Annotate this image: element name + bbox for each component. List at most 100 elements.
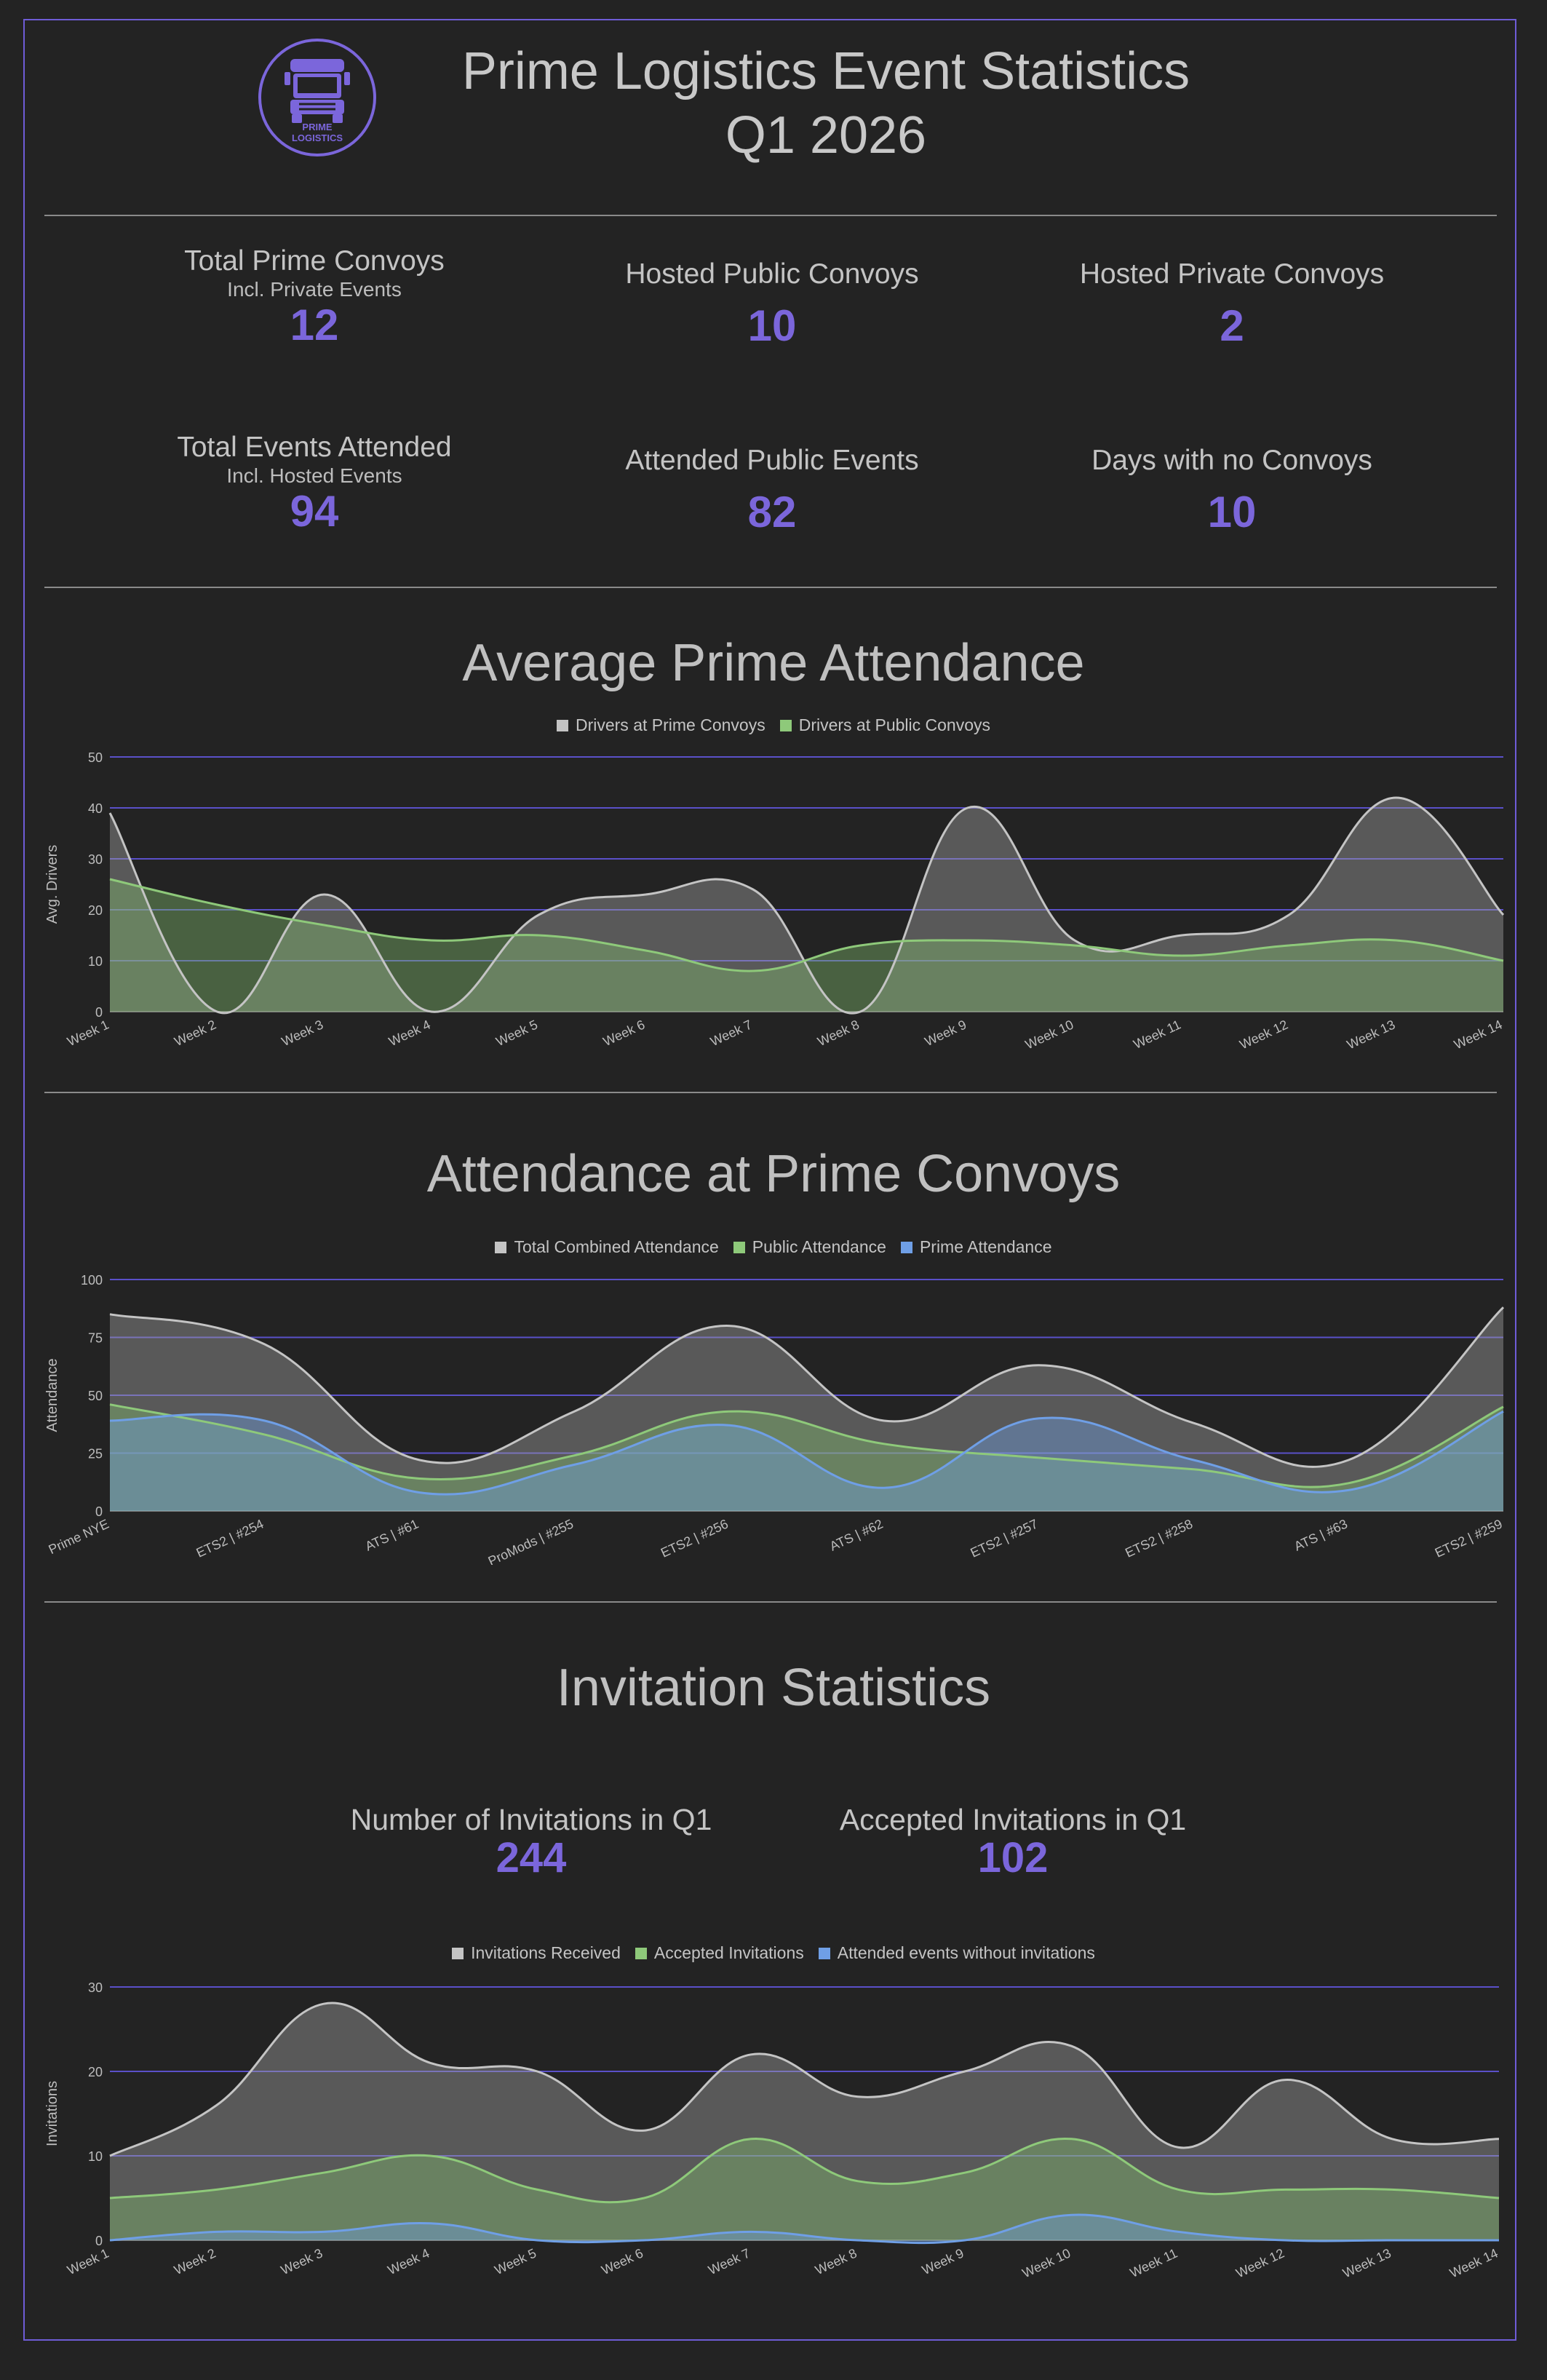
- data-point-drivers-at-prime-convoys[interactable]: [537, 913, 540, 916]
- data-point-public-attendance[interactable]: [1038, 1456, 1041, 1459]
- data-point-public-attendance[interactable]: [1347, 1482, 1350, 1485]
- legend-item-prime-attendance[interactable]: Prime Attendance: [900, 1237, 1052, 1257]
- data-point-total-combined-attendance[interactable]: [728, 1325, 731, 1328]
- data-point-attended-events-without-invitations[interactable]: [322, 2230, 325, 2233]
- data-point-attended-events-without-invitations[interactable]: [429, 2222, 432, 2225]
- data-point-drivers-at-prime-convoys[interactable]: [1073, 939, 1076, 942]
- data-point-prime-attendance[interactable]: [1502, 1410, 1505, 1413]
- data-point-public-attendance[interactable]: [1502, 1405, 1505, 1408]
- data-point-public-attendance[interactable]: [108, 1403, 111, 1406]
- data-point-accepted-invitations[interactable]: [429, 2154, 432, 2157]
- data-point-drivers-at-public-convoys[interactable]: [859, 944, 862, 947]
- data-point-total-combined-attendance[interactable]: [418, 1459, 421, 1461]
- data-point-invitations-received[interactable]: [1391, 2138, 1393, 2141]
- data-point-drivers-at-prime-convoys[interactable]: [645, 893, 648, 896]
- data-point-invitations-received[interactable]: [1070, 2044, 1073, 2047]
- data-point-invitations-received[interactable]: [749, 2053, 752, 2056]
- data-point-total-combined-attendance[interactable]: [1038, 1364, 1041, 1367]
- data-point-drivers-at-public-convoys[interactable]: [645, 949, 648, 952]
- data-point-total-combined-attendance[interactable]: [263, 1343, 266, 1346]
- data-point-total-combined-attendance[interactable]: [1192, 1421, 1195, 1424]
- data-point-drivers-at-public-convoys[interactable]: [323, 924, 326, 927]
- data-point-total-combined-attendance[interactable]: [883, 1419, 886, 1422]
- data-point-attended-events-without-invitations[interactable]: [1498, 2239, 1500, 2242]
- data-point-prime-attendance[interactable]: [418, 1491, 421, 1494]
- data-point-attended-events-without-invitations[interactable]: [963, 2239, 966, 2242]
- data-point-prime-attendance[interactable]: [1192, 1459, 1195, 1461]
- data-point-public-attendance[interactable]: [573, 1454, 576, 1457]
- data-point-attended-events-without-invitations[interactable]: [856, 2239, 859, 2242]
- data-point-public-attendance[interactable]: [418, 1477, 421, 1480]
- data-point-invitations-received[interactable]: [215, 2103, 218, 2106]
- data-point-accepted-invitations[interactable]: [1391, 2188, 1393, 2191]
- data-point-drivers-at-public-convoys[interactable]: [752, 969, 755, 972]
- data-point-drivers-at-public-convoys[interactable]: [430, 939, 433, 942]
- data-point-public-attendance[interactable]: [883, 1443, 886, 1445]
- data-point-drivers-at-prime-convoys[interactable]: [108, 812, 111, 814]
- data-point-attended-events-without-invitations[interactable]: [1177, 2230, 1180, 2233]
- legend-item-drivers-at-public-convoys[interactable]: Drivers at Public Convoys: [779, 715, 990, 735]
- data-point-accepted-invitations[interactable]: [536, 2188, 538, 2191]
- data-point-accepted-invitations[interactable]: [1284, 2188, 1286, 2191]
- data-point-drivers-at-prime-convoys[interactable]: [215, 1010, 218, 1013]
- data-point-attended-events-without-invitations[interactable]: [1284, 2239, 1286, 2242]
- data-point-invitations-received[interactable]: [1284, 2079, 1286, 2082]
- data-point-drivers-at-prime-convoys[interactable]: [1287, 913, 1290, 916]
- data-point-drivers-at-public-convoys[interactable]: [1287, 944, 1290, 947]
- data-point-drivers-at-prime-convoys[interactable]: [752, 888, 755, 891]
- legend-item-invitations-received[interactable]: Invitations Received: [452, 1943, 621, 1963]
- data-point-invitations-received[interactable]: [536, 2070, 538, 2073]
- legend-item-total-combined-attendance[interactable]: Total Combined Attendance: [495, 1237, 719, 1257]
- data-point-drivers-at-prime-convoys[interactable]: [1502, 913, 1505, 916]
- data-point-drivers-at-public-convoys[interactable]: [108, 878, 111, 881]
- data-point-invitations-received[interactable]: [322, 2002, 325, 2005]
- data-point-attended-events-without-invitations[interactable]: [1391, 2239, 1393, 2242]
- legend-item-drivers-at-prime-convoys[interactable]: Drivers at Prime Convoys: [556, 715, 765, 735]
- data-point-invitations-received[interactable]: [1177, 2146, 1180, 2149]
- legend-item-accepted-invitations[interactable]: Accepted Invitations: [635, 1943, 804, 1963]
- data-point-invitations-received[interactable]: [856, 2095, 859, 2098]
- data-point-drivers-at-prime-convoys[interactable]: [430, 1010, 433, 1013]
- data-point-drivers-at-public-convoys[interactable]: [1073, 944, 1076, 947]
- data-point-prime-attendance[interactable]: [1038, 1417, 1041, 1420]
- data-point-prime-attendance[interactable]: [573, 1463, 576, 1466]
- data-point-attended-events-without-invitations[interactable]: [1070, 2213, 1073, 2216]
- data-point-accepted-invitations[interactable]: [215, 2188, 218, 2191]
- data-point-total-combined-attendance[interactable]: [108, 1313, 111, 1316]
- data-point-accepted-invitations[interactable]: [1070, 2138, 1073, 2141]
- data-point-prime-attendance[interactable]: [883, 1486, 886, 1489]
- data-point-drivers-at-prime-convoys[interactable]: [859, 1010, 862, 1013]
- data-point-invitations-received[interactable]: [108, 2154, 111, 2157]
- data-point-drivers-at-prime-convoys[interactable]: [966, 806, 969, 809]
- data-point-invitations-received[interactable]: [1498, 2138, 1500, 2141]
- data-point-invitations-received[interactable]: [429, 2061, 432, 2064]
- data-point-attended-events-without-invitations[interactable]: [749, 2230, 752, 2233]
- data-point-accepted-invitations[interactable]: [643, 2197, 645, 2199]
- data-point-accepted-invitations[interactable]: [856, 2180, 859, 2183]
- data-point-public-attendance[interactable]: [263, 1433, 266, 1436]
- data-point-attended-events-without-invitations[interactable]: [215, 2230, 218, 2233]
- data-point-accepted-invitations[interactable]: [963, 2171, 966, 2174]
- data-point-prime-attendance[interactable]: [1347, 1488, 1350, 1491]
- data-point-total-combined-attendance[interactable]: [1502, 1306, 1505, 1309]
- data-point-invitations-received[interactable]: [963, 2070, 966, 2073]
- legend-item-public-attendance[interactable]: Public Attendance: [733, 1237, 886, 1257]
- data-point-attended-events-without-invitations[interactable]: [108, 2239, 111, 2242]
- data-point-prime-attendance[interactable]: [263, 1419, 266, 1422]
- data-point-drivers-at-public-convoys[interactable]: [1395, 939, 1398, 942]
- data-point-drivers-at-prime-convoys[interactable]: [1395, 796, 1398, 799]
- data-point-drivers-at-public-convoys[interactable]: [1180, 954, 1183, 957]
- data-point-total-combined-attendance[interactable]: [1347, 1459, 1350, 1461]
- data-point-accepted-invitations[interactable]: [749, 2138, 752, 2141]
- data-point-total-combined-attendance[interactable]: [573, 1410, 576, 1413]
- data-point-prime-attendance[interactable]: [108, 1419, 111, 1422]
- data-point-drivers-at-public-convoys[interactable]: [537, 934, 540, 937]
- data-point-invitations-received[interactable]: [643, 2129, 645, 2132]
- data-point-drivers-at-public-convoys[interactable]: [215, 903, 218, 906]
- data-point-prime-attendance[interactable]: [728, 1424, 731, 1427]
- data-point-drivers-at-prime-convoys[interactable]: [323, 893, 326, 896]
- data-point-drivers-at-prime-convoys[interactable]: [1180, 934, 1183, 937]
- legend-item-attended-events-without-invitations[interactable]: Attended events without invitations: [818, 1943, 1095, 1963]
- data-point-attended-events-without-invitations[interactable]: [536, 2239, 538, 2242]
- data-point-accepted-invitations[interactable]: [1177, 2188, 1180, 2191]
